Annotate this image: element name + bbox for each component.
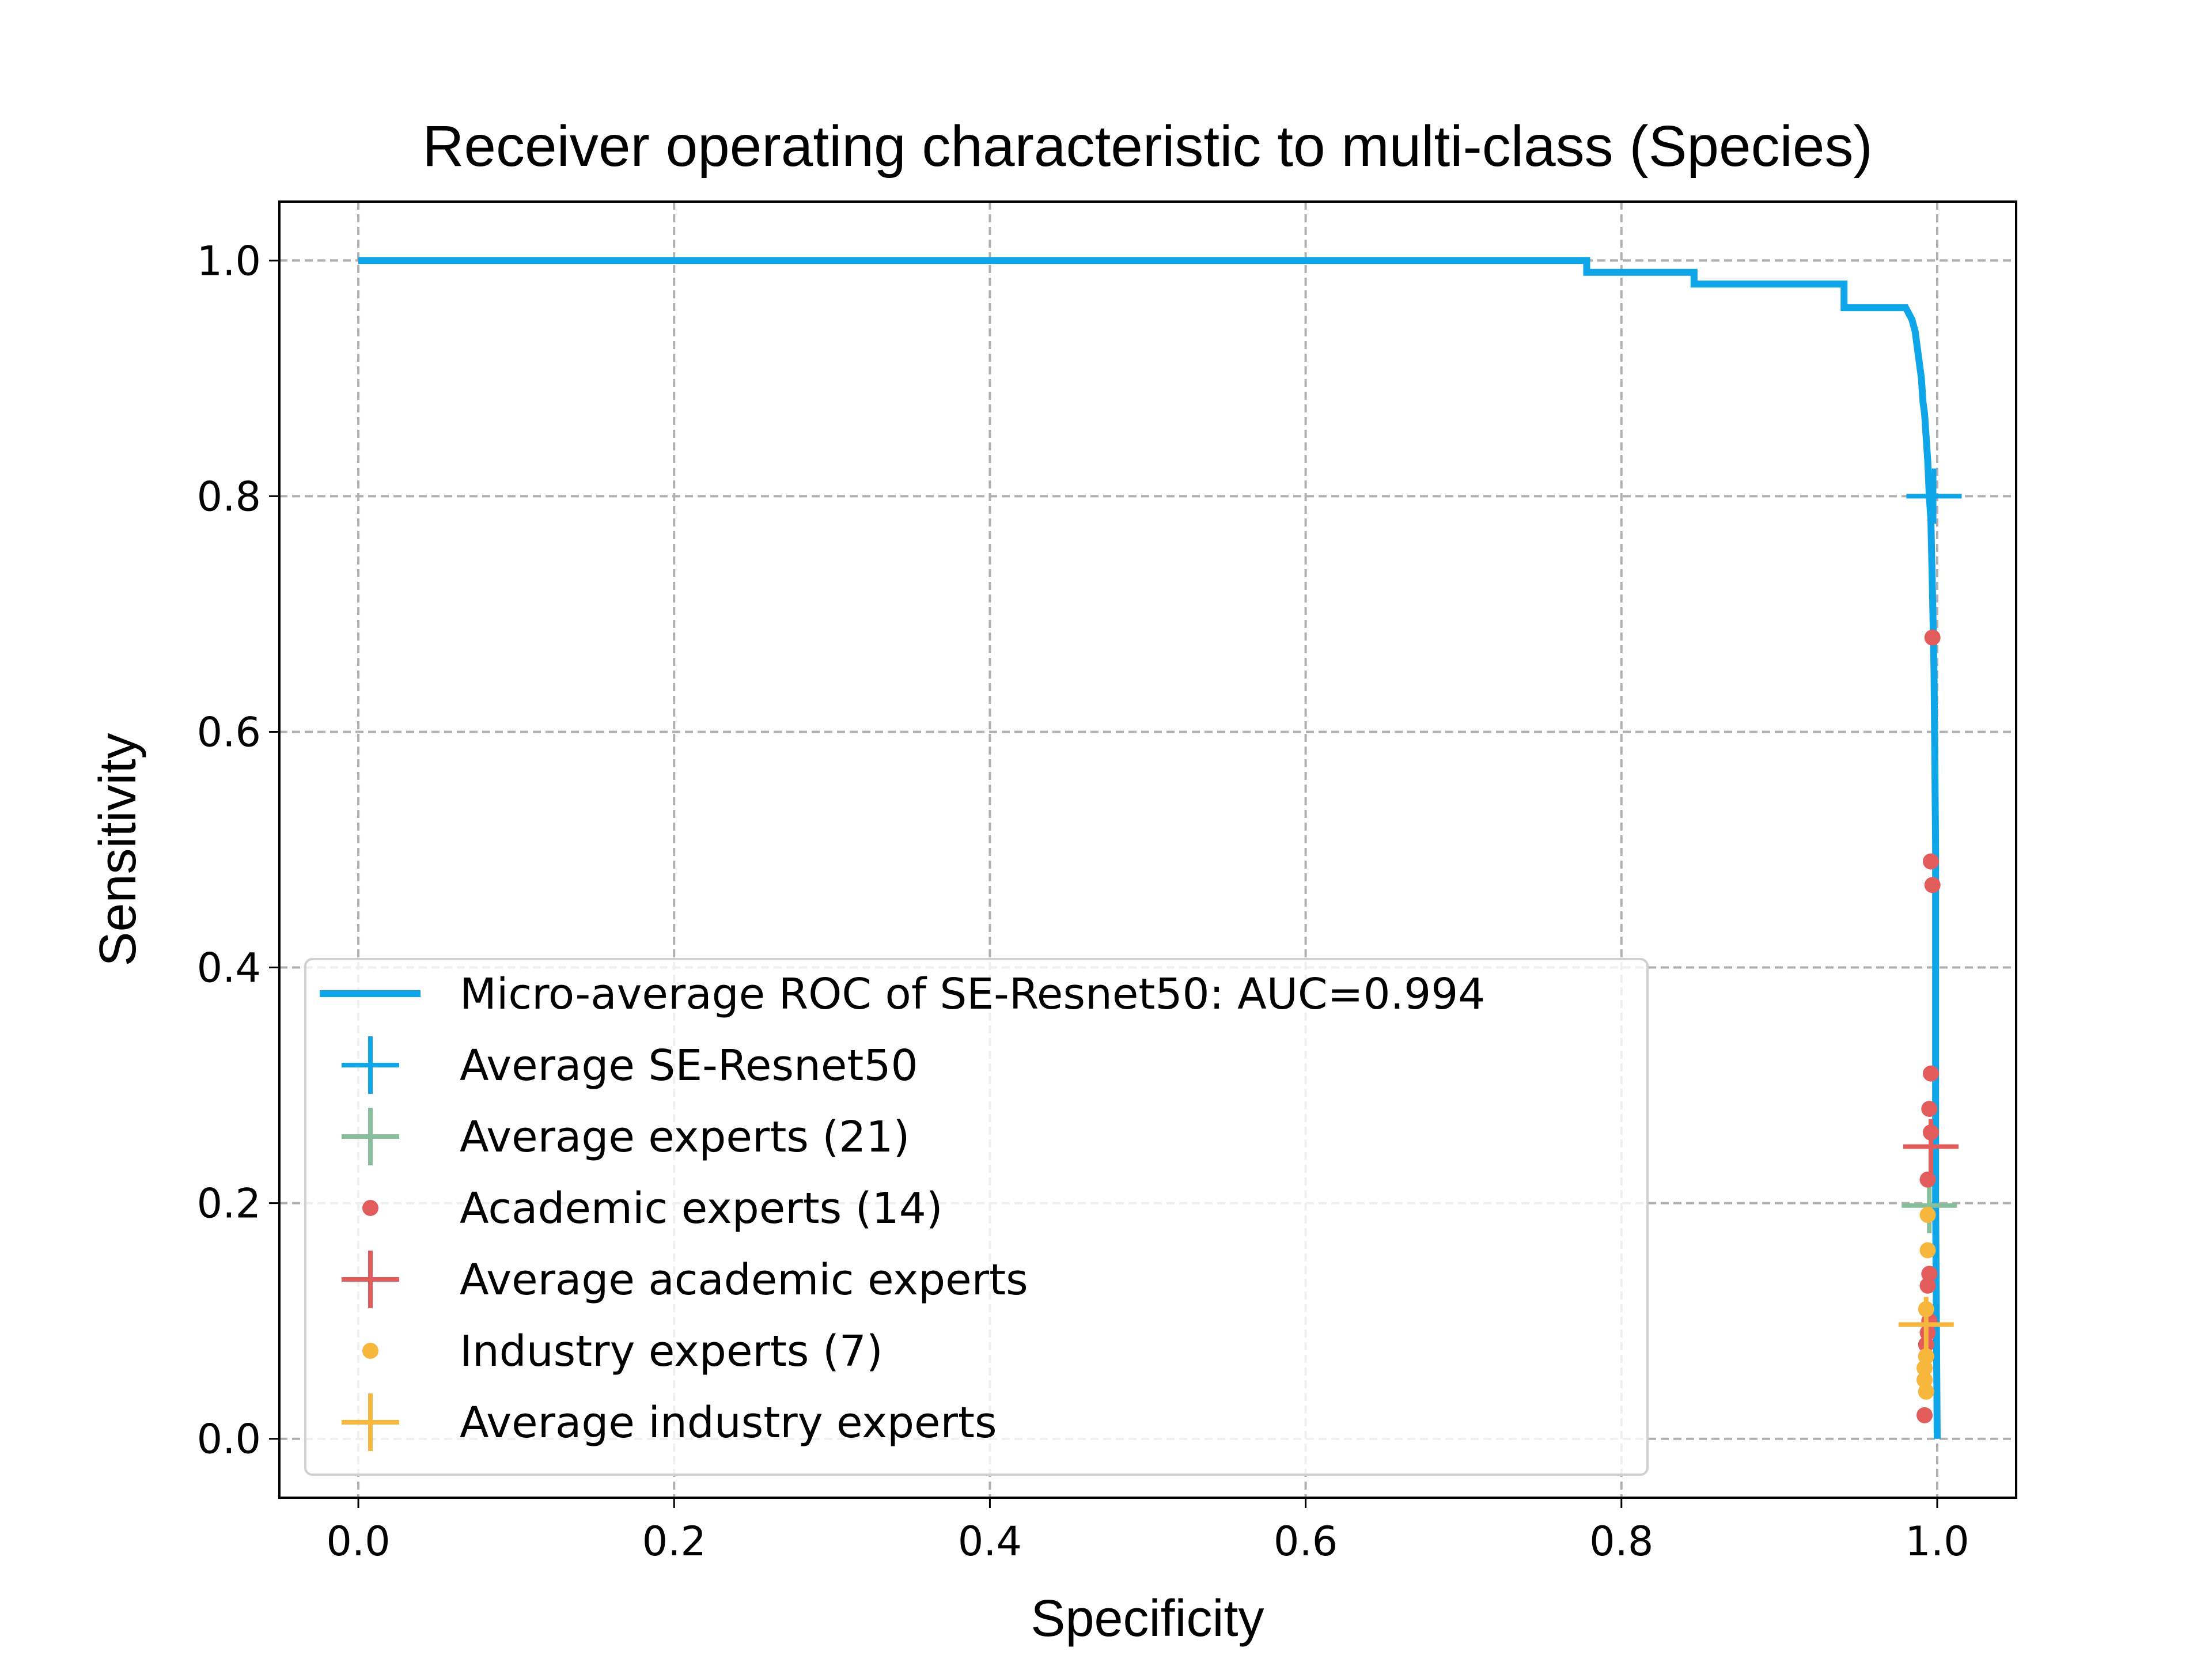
- average-marker: [1903, 1119, 1959, 1175]
- expert-point: [1916, 1407, 1933, 1423]
- legend-dot-swatch: [362, 1343, 378, 1359]
- average-marker: [1898, 1297, 1954, 1353]
- expert-point: [1924, 629, 1941, 646]
- roc-curve: [358, 257, 1941, 1439]
- legend-dot-swatch: [362, 1200, 378, 1216]
- legend-box: [304, 958, 1649, 1476]
- expert-point: [1919, 1242, 1936, 1259]
- legend-entry: Micro-average ROC of SE-Resnet50: AUC=0.…: [320, 969, 1485, 1019]
- expert-point: [1916, 1372, 1933, 1388]
- expert-point: [1919, 1277, 1936, 1294]
- chart-title: Receiver operating characteristic to mul…: [422, 114, 1873, 179]
- legend-plus-swatch: [342, 1393, 399, 1451]
- expert-point: [1919, 1171, 1936, 1188]
- x-tick-label: 0.6: [1274, 1518, 1338, 1565]
- y-tick-label: 0.0: [197, 1416, 261, 1463]
- legend-entry: Academic experts (14): [362, 1184, 943, 1233]
- x-tick-label: 0.2: [642, 1518, 706, 1565]
- expert-point: [1922, 853, 1939, 870]
- legend-plus-swatch: [342, 1036, 399, 1094]
- legend-entry: Average academic experts: [342, 1251, 1028, 1308]
- x-tick-label: 0.0: [326, 1518, 390, 1565]
- plot-area-frame: [278, 200, 2017, 1499]
- legend-label: Average experts (21): [460, 1112, 910, 1162]
- legend-label: Average SE-Resnet50: [460, 1041, 918, 1090]
- expert-point: [1922, 1065, 1939, 1082]
- legend-label: Average industry experts: [460, 1398, 997, 1448]
- legend-entry: Average SE-Resnet50: [342, 1036, 918, 1094]
- x-tick-label: 0.4: [958, 1518, 1022, 1565]
- x-tick-label: 1.0: [1905, 1518, 1969, 1565]
- x-tick-label: 0.8: [1589, 1518, 1653, 1565]
- y-tick-label: 0.8: [197, 473, 261, 520]
- y-axis-label: Sensitivity: [89, 733, 147, 966]
- x-axis-label: Specificity: [1031, 1590, 1264, 1647]
- average-marker: [1906, 468, 1962, 524]
- expert-point: [1921, 1266, 1938, 1282]
- y-tick-label: 0.6: [197, 709, 261, 756]
- y-tick-label: 0.2: [197, 1180, 261, 1228]
- legend-plus-swatch: [342, 1251, 399, 1308]
- expert-point: [1921, 1101, 1938, 1117]
- legend-label: Micro-average ROC of SE-Resnet50: AUC=0.…: [460, 969, 1485, 1019]
- legend-plus-swatch: [342, 1108, 399, 1165]
- expert-point: [1919, 1207, 1936, 1224]
- legend-label: Academic experts (14): [460, 1184, 943, 1233]
- expert-point: [1924, 877, 1941, 893]
- legend: Micro-average ROC of SE-Resnet50: AUC=0.…: [304, 958, 1649, 1476]
- legend-label: Average academic experts: [460, 1255, 1028, 1305]
- legend-entry: Average experts (21): [342, 1108, 910, 1165]
- y-tick-label: 1.0: [197, 237, 261, 285]
- expert-point: [1918, 1383, 1934, 1400]
- plot-series: [358, 257, 1962, 1439]
- legend-entry: Average industry experts: [342, 1393, 997, 1451]
- expert-point: [1916, 1360, 1933, 1376]
- legend-label: Industry experts (7): [460, 1327, 883, 1376]
- y-tick-label: 0.4: [197, 945, 261, 992]
- axis-ticks: 0.0 0.2 0.4 0.6 0.8 1.0 0.0 0.2 0.4 0.6 0.8 1.0: [197, 237, 1969, 1565]
- legend-entry: Industry experts (7): [362, 1327, 883, 1376]
- expert-point: [1918, 1348, 1934, 1365]
